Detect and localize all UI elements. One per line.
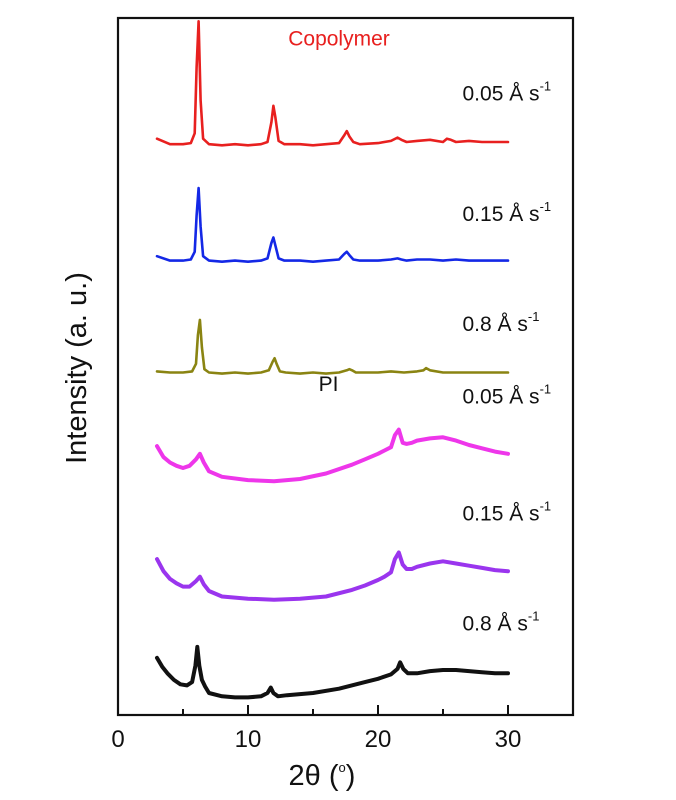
- x-axis-ticks: [117, 705, 574, 715]
- x-axis-tick-labels: 0 10 20 30: [111, 726, 521, 753]
- x-axis-title-end: ): [346, 760, 356, 792]
- x-tick-label-20: 20: [365, 726, 392, 753]
- series-label-5: 0.15 Å s-1: [463, 499, 552, 526]
- series-label-text-6: 0.8 Å s: [463, 612, 528, 635]
- series-label-text-3: 0.8 Å s: [463, 313, 528, 336]
- annotations: Copolymer PI: [288, 27, 390, 396]
- series-label-6: 0.8 Å s-1: [463, 608, 540, 635]
- series-label-1: 0.05 Å s-1: [463, 78, 552, 105]
- series-label-sup-6: -1: [528, 608, 540, 623]
- series-label-4: 0.05 Å s-1: [463, 381, 552, 408]
- series-label-3: 0.8 Å s-1: [463, 309, 540, 336]
- series-label-sup-4: -1: [540, 381, 552, 396]
- series-label-sup-1: -1: [540, 78, 552, 93]
- series-label-text-1: 0.05 Å s: [463, 82, 540, 105]
- series-label-text-5: 0.15 Å s: [463, 503, 540, 526]
- x-axis-title: 2θ (o): [289, 760, 356, 792]
- series-line-4: [155, 427, 510, 484]
- x-tick-label-10: 10: [235, 726, 262, 753]
- series-line-2: [155, 186, 510, 263]
- series-label-text-4: 0.05 Å s: [463, 385, 540, 408]
- series-line-6: [155, 644, 510, 700]
- series-label-sup-5: -1: [540, 499, 552, 514]
- plot-frame: [116, 16, 575, 717]
- series-label-2: 0.15 Å s-1: [463, 199, 552, 226]
- series-label-sup-3: -1: [528, 309, 540, 324]
- series-layer: [155, 20, 510, 700]
- y-axis-title: Intensity (a. u.): [61, 272, 93, 464]
- x-tick-label-0: 0: [111, 726, 124, 753]
- series-line-1: [155, 20, 510, 147]
- x-tick-label-30: 30: [495, 726, 522, 753]
- x-axis-title-main: 2θ (: [289, 760, 339, 792]
- series-label-text-2: 0.15 Å s: [463, 203, 540, 226]
- series-line-5: [155, 550, 510, 602]
- series-line-3: [155, 318, 510, 375]
- annotation-pi: PI: [319, 373, 339, 396]
- series-labels: 0.05 Å s-10.15 Å s-10.8 Å s-10.05 Å s-10…: [463, 78, 552, 635]
- annotation-copolymer: Copolymer: [288, 27, 390, 50]
- series-label-sup-2: -1: [540, 199, 552, 214]
- x-axis-title-sup: o: [339, 760, 346, 775]
